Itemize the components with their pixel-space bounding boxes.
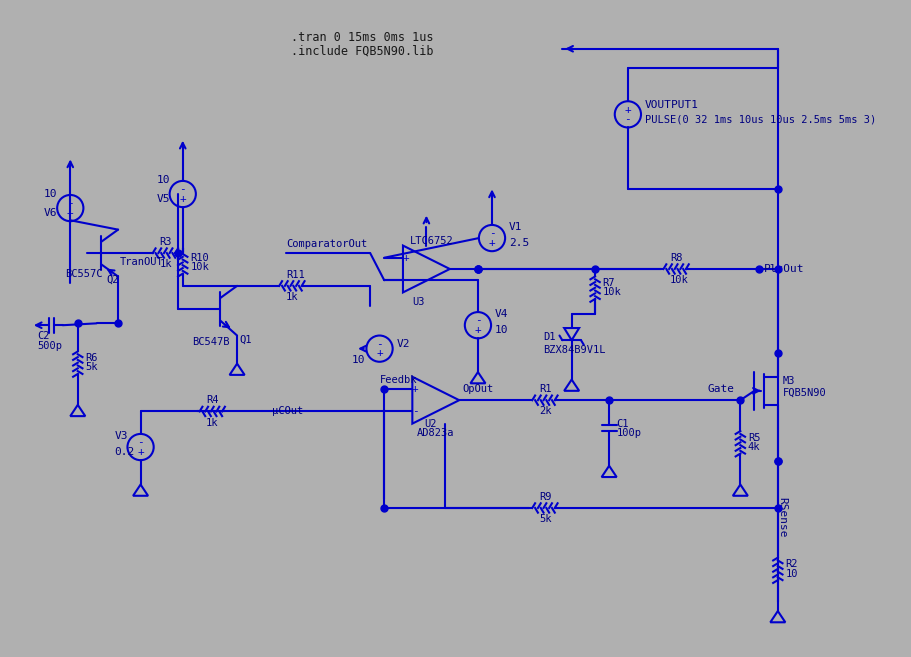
Text: V1: V1 — [509, 222, 522, 232]
Text: R5: R5 — [748, 433, 761, 443]
Text: 10: 10 — [352, 355, 365, 365]
Text: -: - — [376, 339, 383, 349]
Text: V5: V5 — [157, 194, 170, 204]
Text: PlcOut: PlcOut — [763, 264, 804, 274]
Text: TranOUT: TranOUT — [120, 258, 164, 267]
Text: μCOut: μCOut — [271, 407, 303, 417]
Text: V6: V6 — [44, 208, 57, 217]
Text: -: - — [475, 315, 481, 325]
Text: 5k: 5k — [86, 363, 97, 373]
Text: 10: 10 — [157, 175, 170, 185]
Text: -: - — [179, 185, 186, 194]
Text: V4: V4 — [495, 309, 508, 319]
Text: +: + — [179, 194, 186, 204]
Text: R9: R9 — [539, 491, 551, 502]
Text: +: + — [67, 208, 74, 217]
Text: C1: C1 — [617, 419, 630, 428]
Text: M3: M3 — [783, 376, 795, 386]
Text: R7: R7 — [602, 278, 615, 288]
Text: +: + — [625, 104, 631, 115]
Text: VOUTPUT1: VOUTPUT1 — [645, 100, 699, 110]
Text: ComparatorOut: ComparatorOut — [286, 238, 367, 249]
Text: +: + — [403, 253, 409, 263]
Text: 1k: 1k — [206, 418, 219, 428]
Text: Feedbk: Feedbk — [380, 374, 417, 384]
Text: .include FQB5N90.lib: .include FQB5N90.lib — [291, 44, 433, 57]
Text: -: - — [138, 438, 144, 447]
Text: 10k: 10k — [602, 287, 621, 298]
Text: 500p: 500p — [37, 341, 63, 351]
Text: R2: R2 — [785, 559, 798, 569]
Text: R1: R1 — [539, 384, 551, 394]
Text: FQB5N90: FQB5N90 — [783, 388, 826, 397]
Text: R11: R11 — [286, 269, 304, 280]
Text: 10: 10 — [44, 189, 57, 199]
Text: C2: C2 — [37, 332, 50, 342]
Text: R8: R8 — [670, 253, 682, 263]
Text: 100p: 100p — [617, 428, 641, 438]
Text: Q1: Q1 — [239, 334, 251, 344]
Text: 1k: 1k — [159, 260, 172, 269]
Text: Q2: Q2 — [106, 275, 118, 284]
Text: -: - — [412, 407, 418, 417]
Text: .tran 0 15ms 0ms 1us: .tran 0 15ms 0ms 1us — [291, 31, 433, 44]
Text: BC557C: BC557C — [66, 269, 103, 279]
Text: 2k: 2k — [539, 407, 551, 417]
Text: 5k: 5k — [539, 514, 551, 524]
Text: +: + — [475, 325, 481, 335]
Text: -: - — [625, 114, 631, 124]
Text: 10: 10 — [495, 325, 508, 335]
Text: Gate: Gate — [708, 384, 734, 394]
Text: U3: U3 — [413, 297, 425, 307]
Text: R3: R3 — [159, 237, 172, 247]
Text: BC547B: BC547B — [192, 337, 230, 347]
Text: LTC6752: LTC6752 — [410, 236, 454, 246]
Text: -: - — [488, 229, 496, 238]
Text: OpOut: OpOut — [462, 384, 493, 394]
Text: RSense: RSense — [777, 497, 787, 537]
Text: -: - — [403, 275, 409, 285]
Text: 1k: 1k — [286, 292, 298, 302]
Text: 10k: 10k — [190, 262, 209, 272]
Text: +: + — [376, 348, 383, 358]
Text: 10k: 10k — [670, 275, 689, 285]
Text: V3: V3 — [115, 431, 128, 441]
Text: 4k: 4k — [748, 442, 761, 452]
Text: +: + — [138, 447, 144, 457]
Text: R6: R6 — [86, 353, 97, 363]
Text: 0.2: 0.2 — [115, 447, 135, 457]
Text: -: - — [67, 198, 74, 208]
Text: BZX84B9V1L: BZX84B9V1L — [544, 344, 606, 355]
Text: +: + — [412, 384, 418, 394]
Text: R10: R10 — [190, 253, 209, 263]
Text: PULSE(0 32 1ms 10us 10us 2.5ms 5ms 3): PULSE(0 32 1ms 10us 10us 2.5ms 5ms 3) — [645, 114, 876, 124]
Text: D1: D1 — [544, 332, 556, 342]
Text: AD823a: AD823a — [417, 428, 455, 438]
Text: +: + — [488, 238, 496, 248]
Text: U2: U2 — [425, 419, 437, 428]
Text: R4: R4 — [206, 396, 219, 405]
Text: V2: V2 — [396, 339, 410, 349]
Text: 2.5: 2.5 — [509, 238, 529, 248]
Text: 10: 10 — [785, 568, 798, 579]
